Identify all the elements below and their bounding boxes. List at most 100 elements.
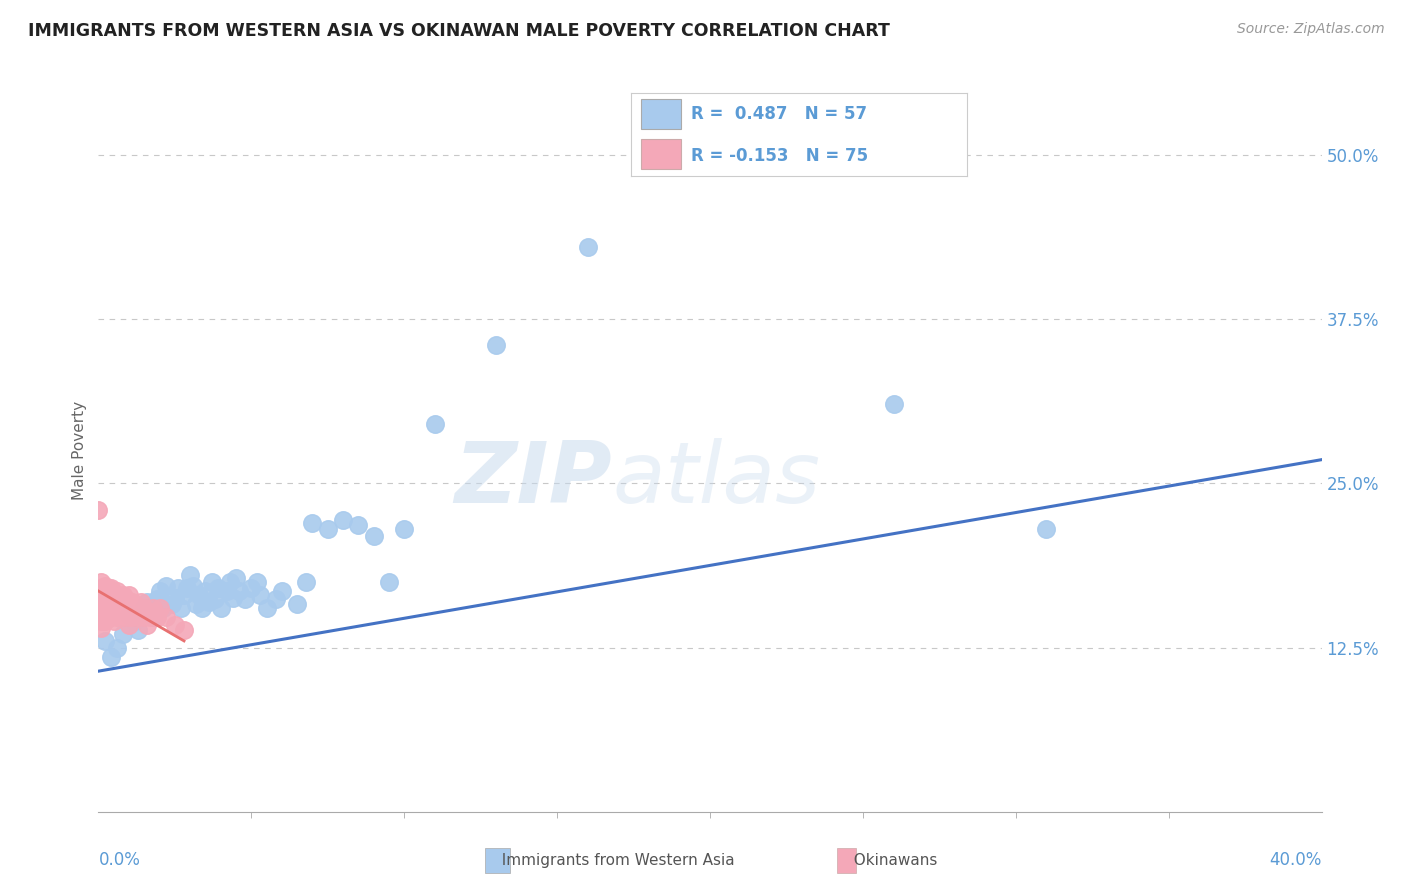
Point (93, 614, 115, 628)
Text: IMMIGRANTS FROM WESTERN ASIA VS OKINAWAN MALE POVERTY CORRELATION CHART: IMMIGRANTS FROM WESTERN ASIA VS OKINAWAN… (28, 22, 890, 40)
Y-axis label: Male Poverty: Male Poverty (72, 401, 87, 500)
Point (160, 597, 183, 611)
Point (103, 607, 125, 622)
Point (105, 640, 128, 655)
Point (124, 605, 146, 619)
Point (163, 591, 186, 605)
Point (883, 397, 905, 411)
Point (105, 605, 128, 619)
Point (103, 614, 125, 628)
Point (97, 601, 120, 615)
Point (97, 610, 120, 624)
Point (100, 601, 122, 615)
Point (139, 610, 162, 624)
Point (108, 605, 131, 619)
Point (295, 574, 318, 589)
Point (124, 614, 146, 628)
Point (90, 594, 112, 608)
Point (124, 597, 146, 611)
Point (118, 588, 141, 602)
Point (93, 597, 115, 611)
Point (100, 582, 122, 596)
Point (134, 601, 156, 615)
Point (149, 584, 172, 599)
Point (111, 627, 134, 641)
Point (90, 588, 112, 602)
Point (93, 579, 115, 593)
Point (378, 574, 401, 589)
Point (576, 240, 599, 254)
Point (332, 513, 354, 527)
Point (100, 588, 122, 602)
Point (485, 338, 508, 352)
Point (145, 610, 167, 624)
Point (316, 522, 339, 536)
Point (93, 605, 115, 619)
Point (90, 614, 112, 628)
Text: Source: ZipAtlas.com: Source: ZipAtlas.com (1237, 22, 1385, 37)
Point (197, 594, 219, 608)
Point (100, 649, 122, 664)
Point (127, 610, 149, 624)
Point (93, 601, 115, 615)
Point (191, 601, 214, 615)
Point (179, 568, 201, 582)
Point (194, 584, 217, 599)
Point (149, 601, 172, 615)
Point (215, 584, 238, 599)
Point (127, 624, 149, 638)
Point (90, 574, 112, 589)
Point (152, 601, 174, 615)
Point (347, 518, 370, 533)
Point (118, 597, 141, 611)
Point (256, 601, 278, 615)
Point (108, 601, 131, 615)
Point (90, 597, 112, 611)
Point (129, 594, 152, 608)
Point (170, 601, 193, 615)
Point (228, 584, 250, 599)
Point (97, 597, 120, 611)
Text: 40.0%: 40.0% (1270, 852, 1322, 870)
Point (270, 584, 292, 599)
Point (200, 574, 222, 589)
Point (301, 516, 323, 530)
Point (97, 588, 120, 602)
Point (392, 522, 416, 536)
Point (145, 591, 167, 606)
Point (103, 597, 125, 611)
Point (111, 610, 134, 624)
Point (155, 579, 177, 593)
Point (108, 610, 131, 624)
Point (103, 601, 125, 615)
Point (249, 588, 271, 602)
Point (115, 591, 138, 606)
Point (111, 588, 134, 602)
Point (93, 634, 115, 648)
Point (93, 582, 115, 596)
Point (100, 605, 122, 619)
Point (285, 597, 308, 611)
Point (93, 591, 115, 606)
Point (246, 574, 269, 589)
Point (105, 610, 128, 624)
Point (100, 610, 122, 624)
Point (134, 610, 156, 624)
Point (222, 591, 245, 605)
Point (233, 591, 256, 606)
Point (111, 597, 134, 611)
Point (173, 588, 195, 602)
Point (363, 529, 385, 543)
Point (90, 610, 112, 624)
Point (118, 605, 141, 619)
Point (1035, 522, 1057, 536)
Point (105, 584, 128, 599)
Point (93, 588, 115, 602)
Point (219, 574, 242, 589)
Point (181, 579, 204, 593)
Point (121, 610, 143, 624)
Point (136, 594, 159, 608)
Point (207, 582, 229, 596)
Point (136, 607, 159, 622)
Point (121, 601, 143, 615)
